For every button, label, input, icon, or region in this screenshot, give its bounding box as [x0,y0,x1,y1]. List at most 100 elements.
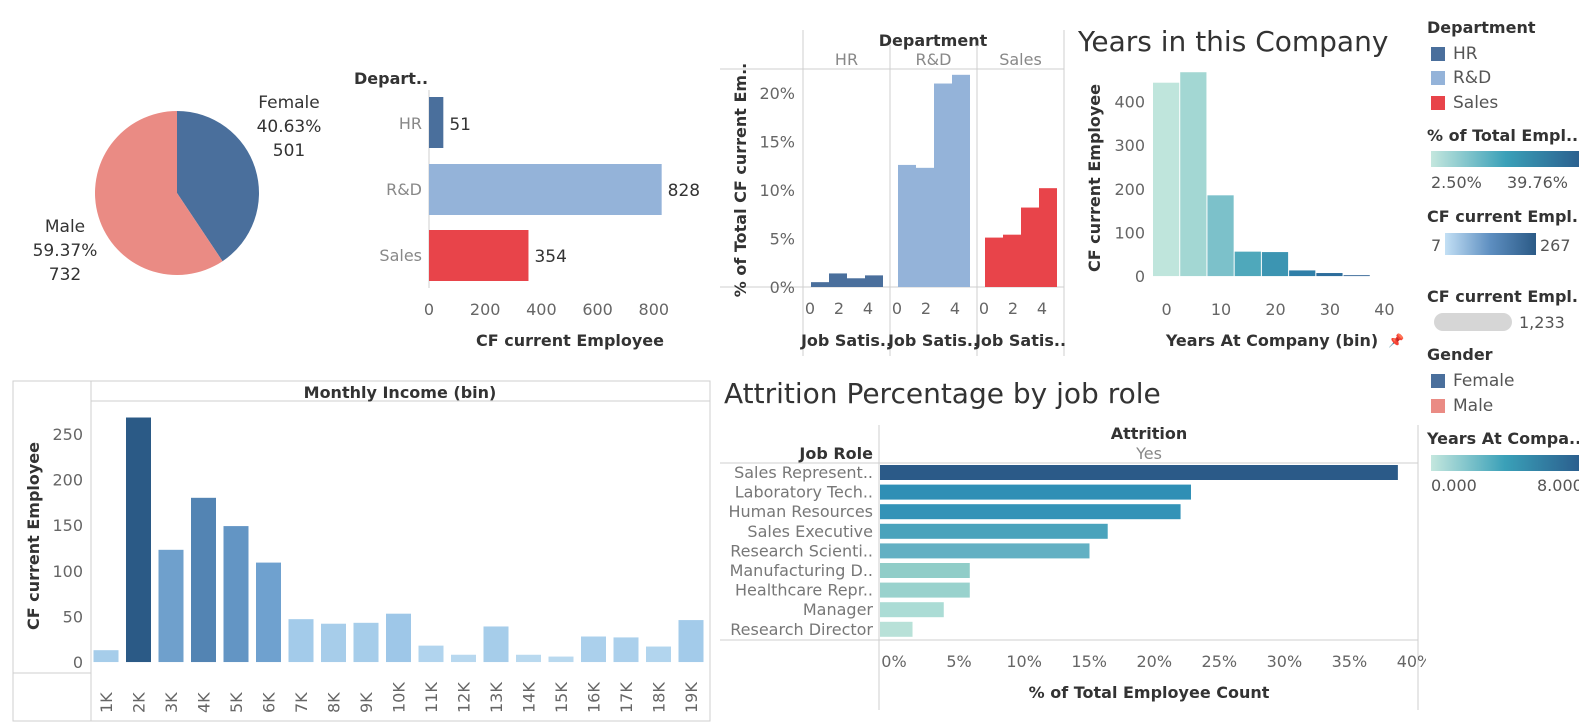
years-max: 8.000 [1537,476,1579,495]
cf-employee-max: 267 [1540,236,1571,255]
attrition-x-label: % of Total Employee Count [1029,683,1270,702]
swatch-icon [1431,71,1445,85]
js-y-label: % of Total CF current Em.. [731,63,750,298]
pie-label-value: 501 [273,141,305,161]
income-y-label: CF current Employee [24,442,43,630]
legend-item-male[interactable]: Male [1431,396,1493,416]
attrition-header: Attrition [1111,424,1188,443]
js-x-tick: 2 [834,299,844,318]
dept-bar [429,97,444,148]
legend-pct-total-title: % of Total Empl.. [1427,126,1579,145]
dept-x-tick: 200 [470,300,501,319]
js-x-tick: 0 [979,299,989,318]
js-x-tick: 4 [950,299,960,318]
income-bar [613,637,639,663]
years-x-label: Years At Company (bin) [1165,331,1378,350]
js-y-tick: 20% [759,84,795,103]
monthly-income-chart: Monthly Income (bin) 0 50 100 150 200 250 CF cu… [12,380,711,722]
legend-item-sales[interactable]: Sales [1431,93,1498,113]
income-y-tick: 100 [52,562,83,581]
income-frame [12,380,711,722]
income-y-tick: 200 [52,471,83,490]
attrition-bar [880,504,1181,520]
legend-item-label: Sales [1453,93,1499,113]
income-bar [256,562,281,663]
legend-item-female[interactable]: Female [1431,371,1514,391]
attrition-bar [880,563,970,578]
years-gradient [1431,455,1579,471]
js-panel-header: HR [835,50,858,69]
attrition-category-label: Sales Executive [747,522,873,541]
income-bar [191,497,216,663]
legend-item-rd[interactable]: R&D [1431,68,1491,88]
years-bar [1316,273,1343,277]
income-y-tick: 250 [52,425,83,444]
income-bar [386,613,411,663]
legend-item-label: Female [1453,371,1515,391]
income-bar [353,622,379,663]
attrition-x-tick: 10% [1006,652,1042,671]
income-y-tick: 150 [52,516,83,535]
attrition-category-label: Research Scienti.. [730,541,873,560]
legend-item-hr[interactable]: HR [1431,44,1478,64]
legend-item-label: R&D [1453,68,1492,88]
js-panel-header: Sales [999,50,1042,69]
income-x-tick: 10K [390,682,409,713]
attrition-bar [880,465,1398,480]
attrition-category-label: Manufacturing D.. [730,561,873,580]
legend-department-title: Department [1427,18,1536,37]
income-x-tick: 19K [682,682,701,713]
income-bar [93,650,119,663]
dept-header: Depart.. [354,69,428,88]
attrition-category-label: Laboratory Tech.. [735,483,873,502]
income-x-tick: 5K [227,692,246,713]
js-title: Department [879,31,988,50]
years-y-tick: 200 [1114,180,1145,199]
js-y-tick: 0% [770,278,795,297]
attrition-chart: Attrition Percentage by job role Attritio… [720,377,1426,710]
income-bar [516,654,541,663]
attrition-bar [880,602,944,618]
js-x-tick: 4 [863,299,873,318]
pie-label-name: Male [45,217,85,237]
income-bar [581,636,606,663]
income-x-tick: 8K [325,692,344,713]
dept-x-tick: 400 [526,300,557,319]
job-satisfaction-chart: Department 0% 5% 10% 15% 20% % of Total CF cur… [720,30,1066,356]
pie-slice-male [95,111,223,275]
swatch-icon [1431,96,1445,110]
js-x-label: Job Satis.. [887,331,979,350]
years-y-tick: 300 [1114,136,1145,155]
department-bar-chart: Depart.. HR 51 R&D 828 Sales 354 0 200 400 600 800 C… [354,69,700,350]
js-x-tick: 2 [921,299,931,318]
pie-label-name: Female [258,93,319,113]
income-bar [126,417,151,663]
swatch-icon [1431,374,1445,388]
js-y-tick: 10% [759,181,795,200]
attrition-bar [880,621,913,637]
dept-value-label: 51 [449,115,471,135]
income-x-tick: 13K [487,682,506,713]
js-x-tick: 0 [892,299,902,318]
dept-category-label: Sales [379,246,422,265]
pie-label-percent: 40.63% [257,117,322,137]
legend-item-label: Male [1453,396,1494,416]
attrition-category-label: Human Resources [729,502,874,521]
cf-size-value: 1,233 [1519,313,1565,332]
income-bar [418,645,444,663]
attrition-x-tick: 15% [1071,652,1107,671]
dept-x-tick: 800 [639,300,670,319]
js-bar [811,282,829,287]
pin-icon[interactable]: 📌 [1388,332,1404,349]
attrition-x-tick: 25% [1202,652,1238,671]
income-y-tick: 50 [63,607,83,626]
swatch-icon [1431,399,1445,413]
income-header: Monthly Income (bin) [304,383,497,402]
js-bar [865,275,883,287]
years-bar [1234,251,1261,277]
years-bar [1261,252,1289,277]
attrition-category-label: Manager [803,600,874,619]
years-bar [1153,82,1180,277]
dept-x-tick: 600 [582,300,613,319]
attrition-subheader: Yes [1135,444,1162,463]
